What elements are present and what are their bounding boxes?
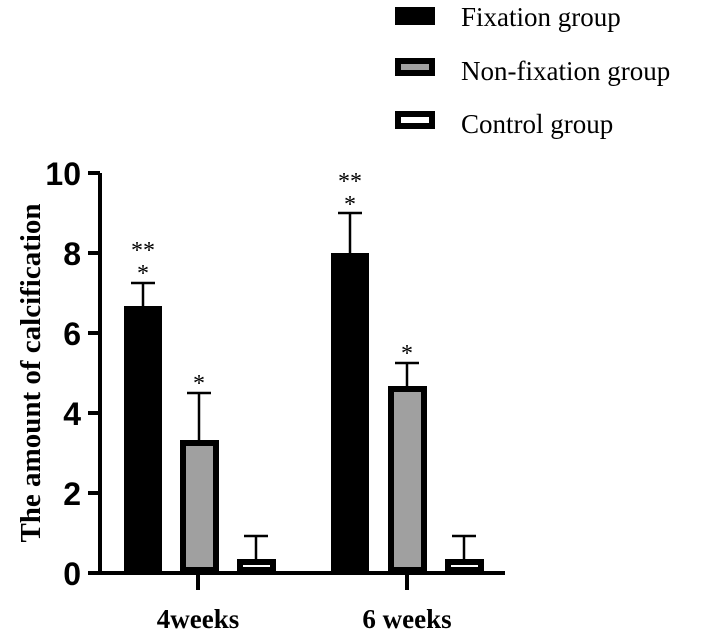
bar-control-4weeks bbox=[237, 559, 276, 573]
group-6weeks: * ** * bbox=[331, 169, 484, 573]
x-label-6weeks: 6 weeks bbox=[362, 604, 451, 634]
significance-marker: * bbox=[401, 341, 413, 367]
significance-marker: * bbox=[137, 261, 149, 287]
y-axis: 10 8 6 4 2 0 bbox=[45, 156, 102, 592]
x-axis: 4weeks 6 weeks bbox=[98, 571, 505, 634]
y-tick-10: 10 bbox=[45, 156, 81, 192]
x-label-4weeks: 4weeks bbox=[157, 604, 240, 634]
significance-marker: * bbox=[193, 371, 205, 397]
legend-label-control: Control group bbox=[461, 109, 613, 139]
legend-swatch-control bbox=[395, 111, 435, 129]
y-axis-label: The amount of calcification bbox=[15, 203, 47, 542]
y-tick-4: 4 bbox=[63, 396, 81, 432]
legend-item-fixation: Fixation group bbox=[395, 2, 621, 32]
y-tick-6: 6 bbox=[63, 316, 81, 352]
bar-fixation-4weeks bbox=[124, 306, 162, 573]
legend: Fixation group Non-fixation group Contro… bbox=[395, 2, 670, 139]
y-tick-0: 0 bbox=[63, 556, 81, 592]
y-tick-2: 2 bbox=[63, 476, 81, 512]
bar-nonfixation-6weeks bbox=[388, 386, 427, 573]
group-4weeks: * ** * bbox=[124, 238, 276, 573]
legend-item-nonfixation: Non-fixation group bbox=[395, 56, 670, 86]
bar-fixation-6weeks bbox=[331, 253, 369, 573]
legend-swatch-nonfixation bbox=[395, 58, 435, 76]
legend-swatch-fixation bbox=[395, 7, 435, 25]
significance-marker: ** bbox=[338, 169, 362, 195]
bar-control-6weeks bbox=[445, 559, 484, 573]
significance-marker: * bbox=[344, 192, 356, 218]
bar-nonfixation-4weeks bbox=[180, 440, 219, 573]
y-tick-8: 8 bbox=[63, 236, 81, 272]
legend-label-fixation: Fixation group bbox=[461, 2, 621, 32]
significance-marker: ** bbox=[131, 238, 155, 264]
legend-label-nonfixation: Non-fixation group bbox=[461, 56, 670, 86]
legend-item-control: Control group bbox=[395, 109, 613, 139]
